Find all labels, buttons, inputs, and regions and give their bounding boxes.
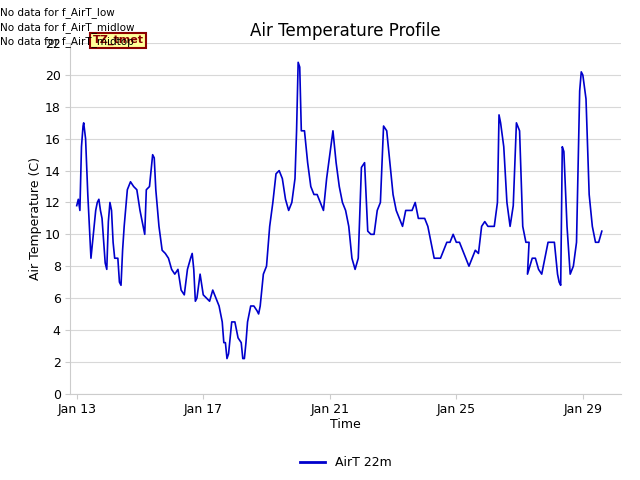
Text: TZ_tmet: TZ_tmet [93,35,143,46]
Title: Air Temperature Profile: Air Temperature Profile [250,22,441,40]
Text: No data for f_AirT_midlow: No data for f_AirT_midlow [0,22,134,33]
Legend: AirT 22m: AirT 22m [295,451,396,474]
Text: No data for f_AirT_low: No data for f_AirT_low [0,7,115,18]
X-axis label: Time: Time [330,418,361,431]
Y-axis label: Air Temperature (C): Air Temperature (C) [29,157,42,280]
Text: No data for f_AirT_midtop: No data for f_AirT_midtop [0,36,134,47]
